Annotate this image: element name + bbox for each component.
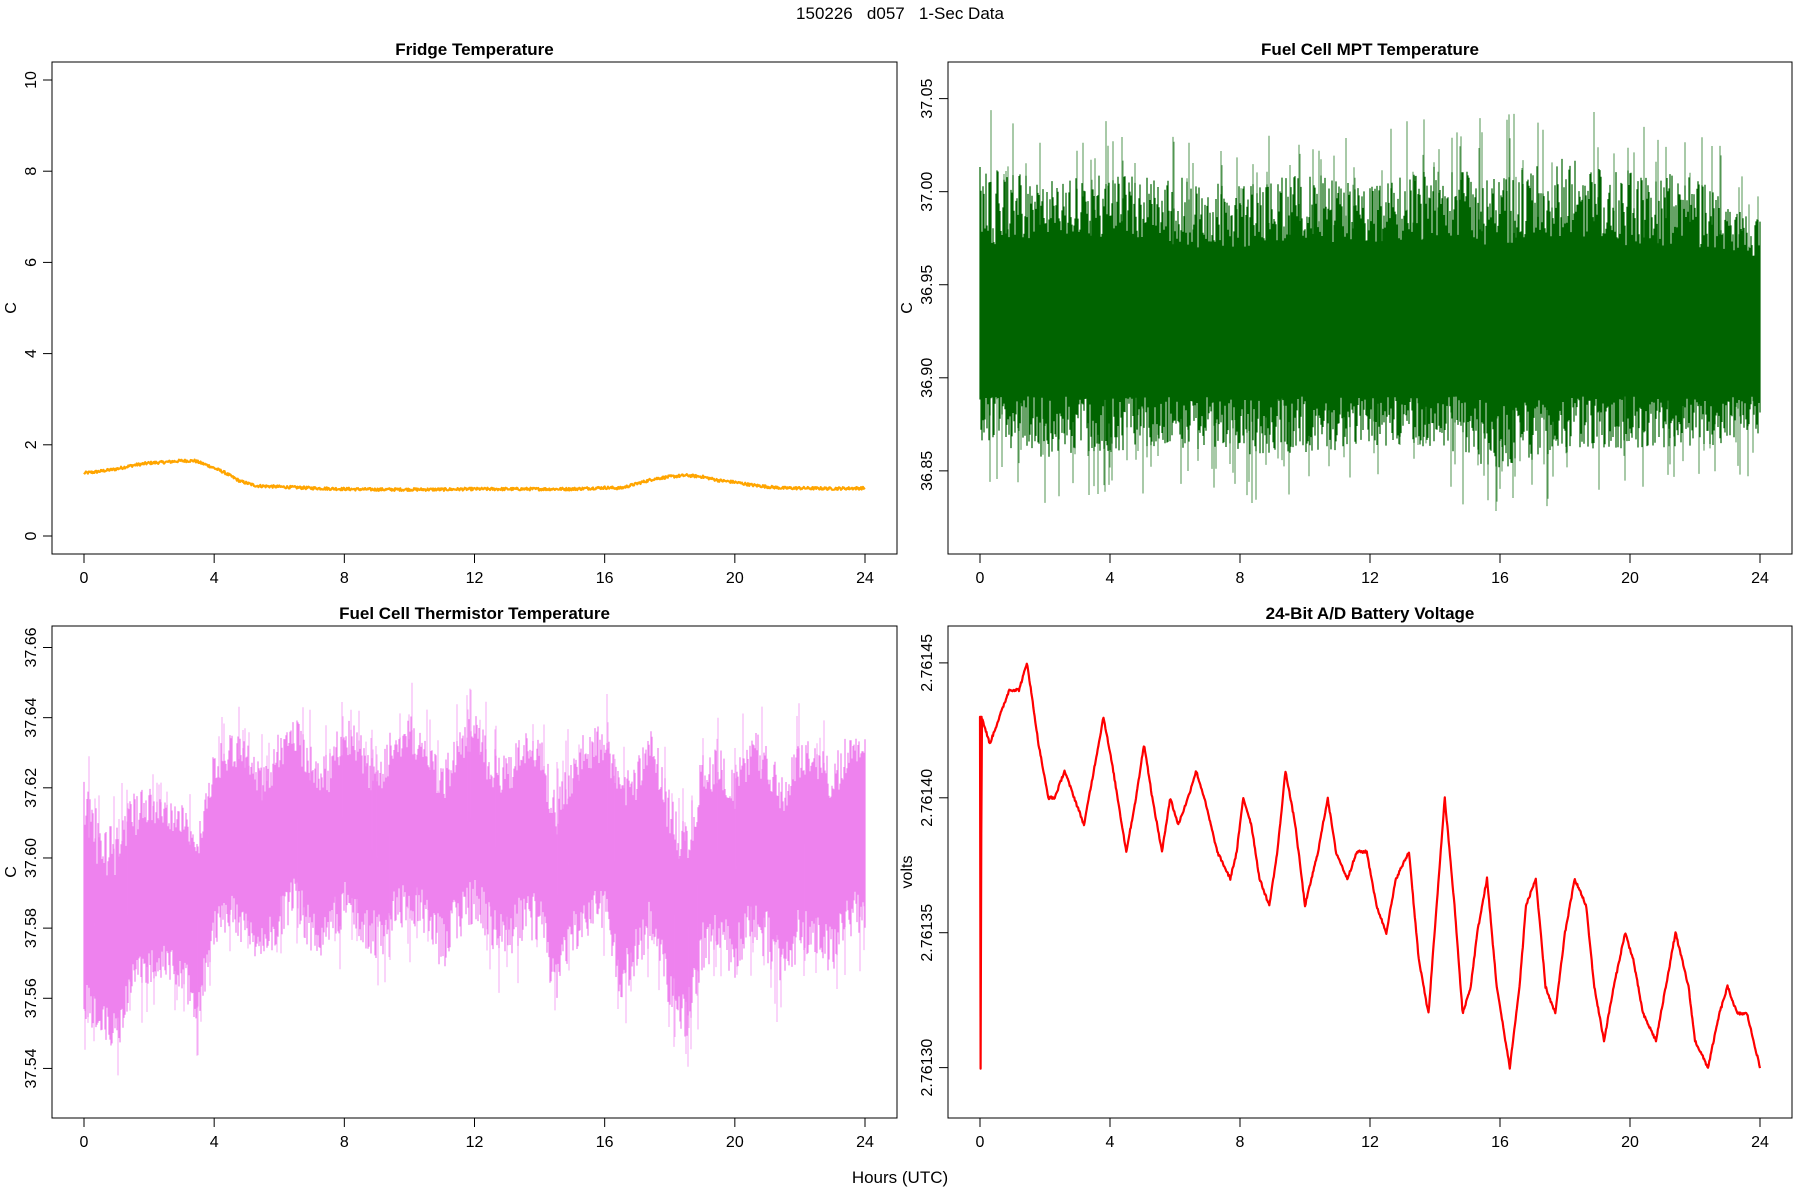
x-tick-label: 20 (726, 570, 744, 587)
chart-panel-thermistor: Fuel Cell Thermistor Temperature 0 4 8 12 16 2… (3, 604, 898, 1151)
y-tick-label: 37.56 (23, 978, 40, 1018)
plot-frame (51, 61, 898, 555)
y-tick-label: 36.95 (919, 265, 936, 305)
x-tick-label: 4 (1106, 570, 1115, 587)
x-tick-label: 0 (80, 1134, 89, 1151)
chart-title: 24-Bit A/D Battery Voltage (1266, 604, 1475, 623)
x-tick-label: 16 (1491, 1134, 1509, 1151)
chart-title: Fuel Cell MPT Temperature (1261, 40, 1479, 59)
x-tick-label: 16 (596, 1134, 614, 1151)
x-tick-label: 20 (1621, 1134, 1639, 1151)
y-tick-label: 37.00 (919, 172, 936, 212)
x-tick-label: 4 (210, 570, 219, 587)
y-tick-label: 37.58 (23, 908, 40, 948)
chart-panel-battery: 24-Bit A/D Battery Voltage 0 4 8 12 16 20 24 2.7… (899, 604, 1793, 1151)
y-tick-label: 37.54 (23, 1048, 40, 1088)
x-tick-label: 12 (466, 1134, 484, 1151)
x-tick-label: 8 (1236, 1134, 1245, 1151)
x-tick-label: 24 (856, 570, 874, 587)
series-line-fridge (83, 458, 866, 492)
series-line-battery (978, 662, 1762, 1070)
y-axis-title: C (3, 302, 20, 314)
x-tick-label: 8 (340, 1134, 349, 1151)
y-tick-label: 4 (23, 349, 40, 358)
y-tick-label: 37.60 (23, 838, 40, 878)
x-tick-label: 0 (80, 570, 89, 587)
y-tick-label: 2.76130 (919, 1039, 936, 1097)
x-tick-label: 4 (210, 1134, 219, 1151)
x-tick-label: 0 (976, 570, 985, 587)
y-tick-label: 37.62 (23, 768, 40, 808)
page-title: 150226 d057 1-Sec Data (796, 4, 1004, 23)
y-tick-label: 8 (23, 167, 40, 176)
x-tick-label: 20 (726, 1134, 744, 1151)
x-tick-label: 0 (976, 1134, 985, 1151)
y-tick-label: 2 (23, 440, 40, 449)
y-tick-label: 37.66 (23, 627, 40, 667)
x-tick-label: 12 (466, 570, 484, 587)
x-axis-label: Hours (UTC) (851, 1168, 949, 1187)
x-tick-label: 24 (856, 1134, 874, 1151)
y-axis-title: C (3, 866, 20, 878)
x-tick-label: 16 (1491, 570, 1509, 587)
y-tick-label: 2.76145 (919, 634, 936, 692)
x-tick-label: 24 (1751, 570, 1769, 587)
y-tick-label: 2.76135 (919, 904, 936, 962)
y-tick-label: 36.90 (919, 358, 936, 398)
y-axis-title: C (899, 302, 916, 314)
x-tick-label: 16 (596, 570, 614, 587)
y-axis-title: volts (899, 856, 916, 889)
x-tick-label: 24 (1751, 1134, 1769, 1151)
y-tick-label: 10 (23, 71, 40, 89)
x-tick-label: 12 (1361, 570, 1379, 587)
series-spikes-mpt (989, 110, 1759, 511)
x-tick-label: 8 (1236, 570, 1245, 587)
y-tick-label: 36.85 (919, 451, 936, 491)
y-tick-label: 37.05 (919, 78, 936, 118)
series-spikes-thermistor (84, 682, 865, 1076)
chart-title: Fridge Temperature (395, 40, 553, 59)
x-tick-label: 20 (1621, 570, 1639, 587)
y-tick-label: 0 (23, 531, 40, 540)
y-tick-label: 6 (23, 258, 40, 267)
x-tick-label: 12 (1361, 1134, 1379, 1151)
y-tick-label: 37.64 (23, 698, 40, 738)
chart-title: Fuel Cell Thermistor Temperature (339, 604, 610, 623)
x-tick-label: 8 (340, 570, 349, 587)
chart-panel-mpt: Fuel Cell MPT Temperature 0 4 8 12 16 20 24 36.8… (899, 40, 1793, 587)
y-tick-label: 2.76140 (919, 769, 936, 827)
x-tick-label: 4 (1106, 1134, 1115, 1151)
